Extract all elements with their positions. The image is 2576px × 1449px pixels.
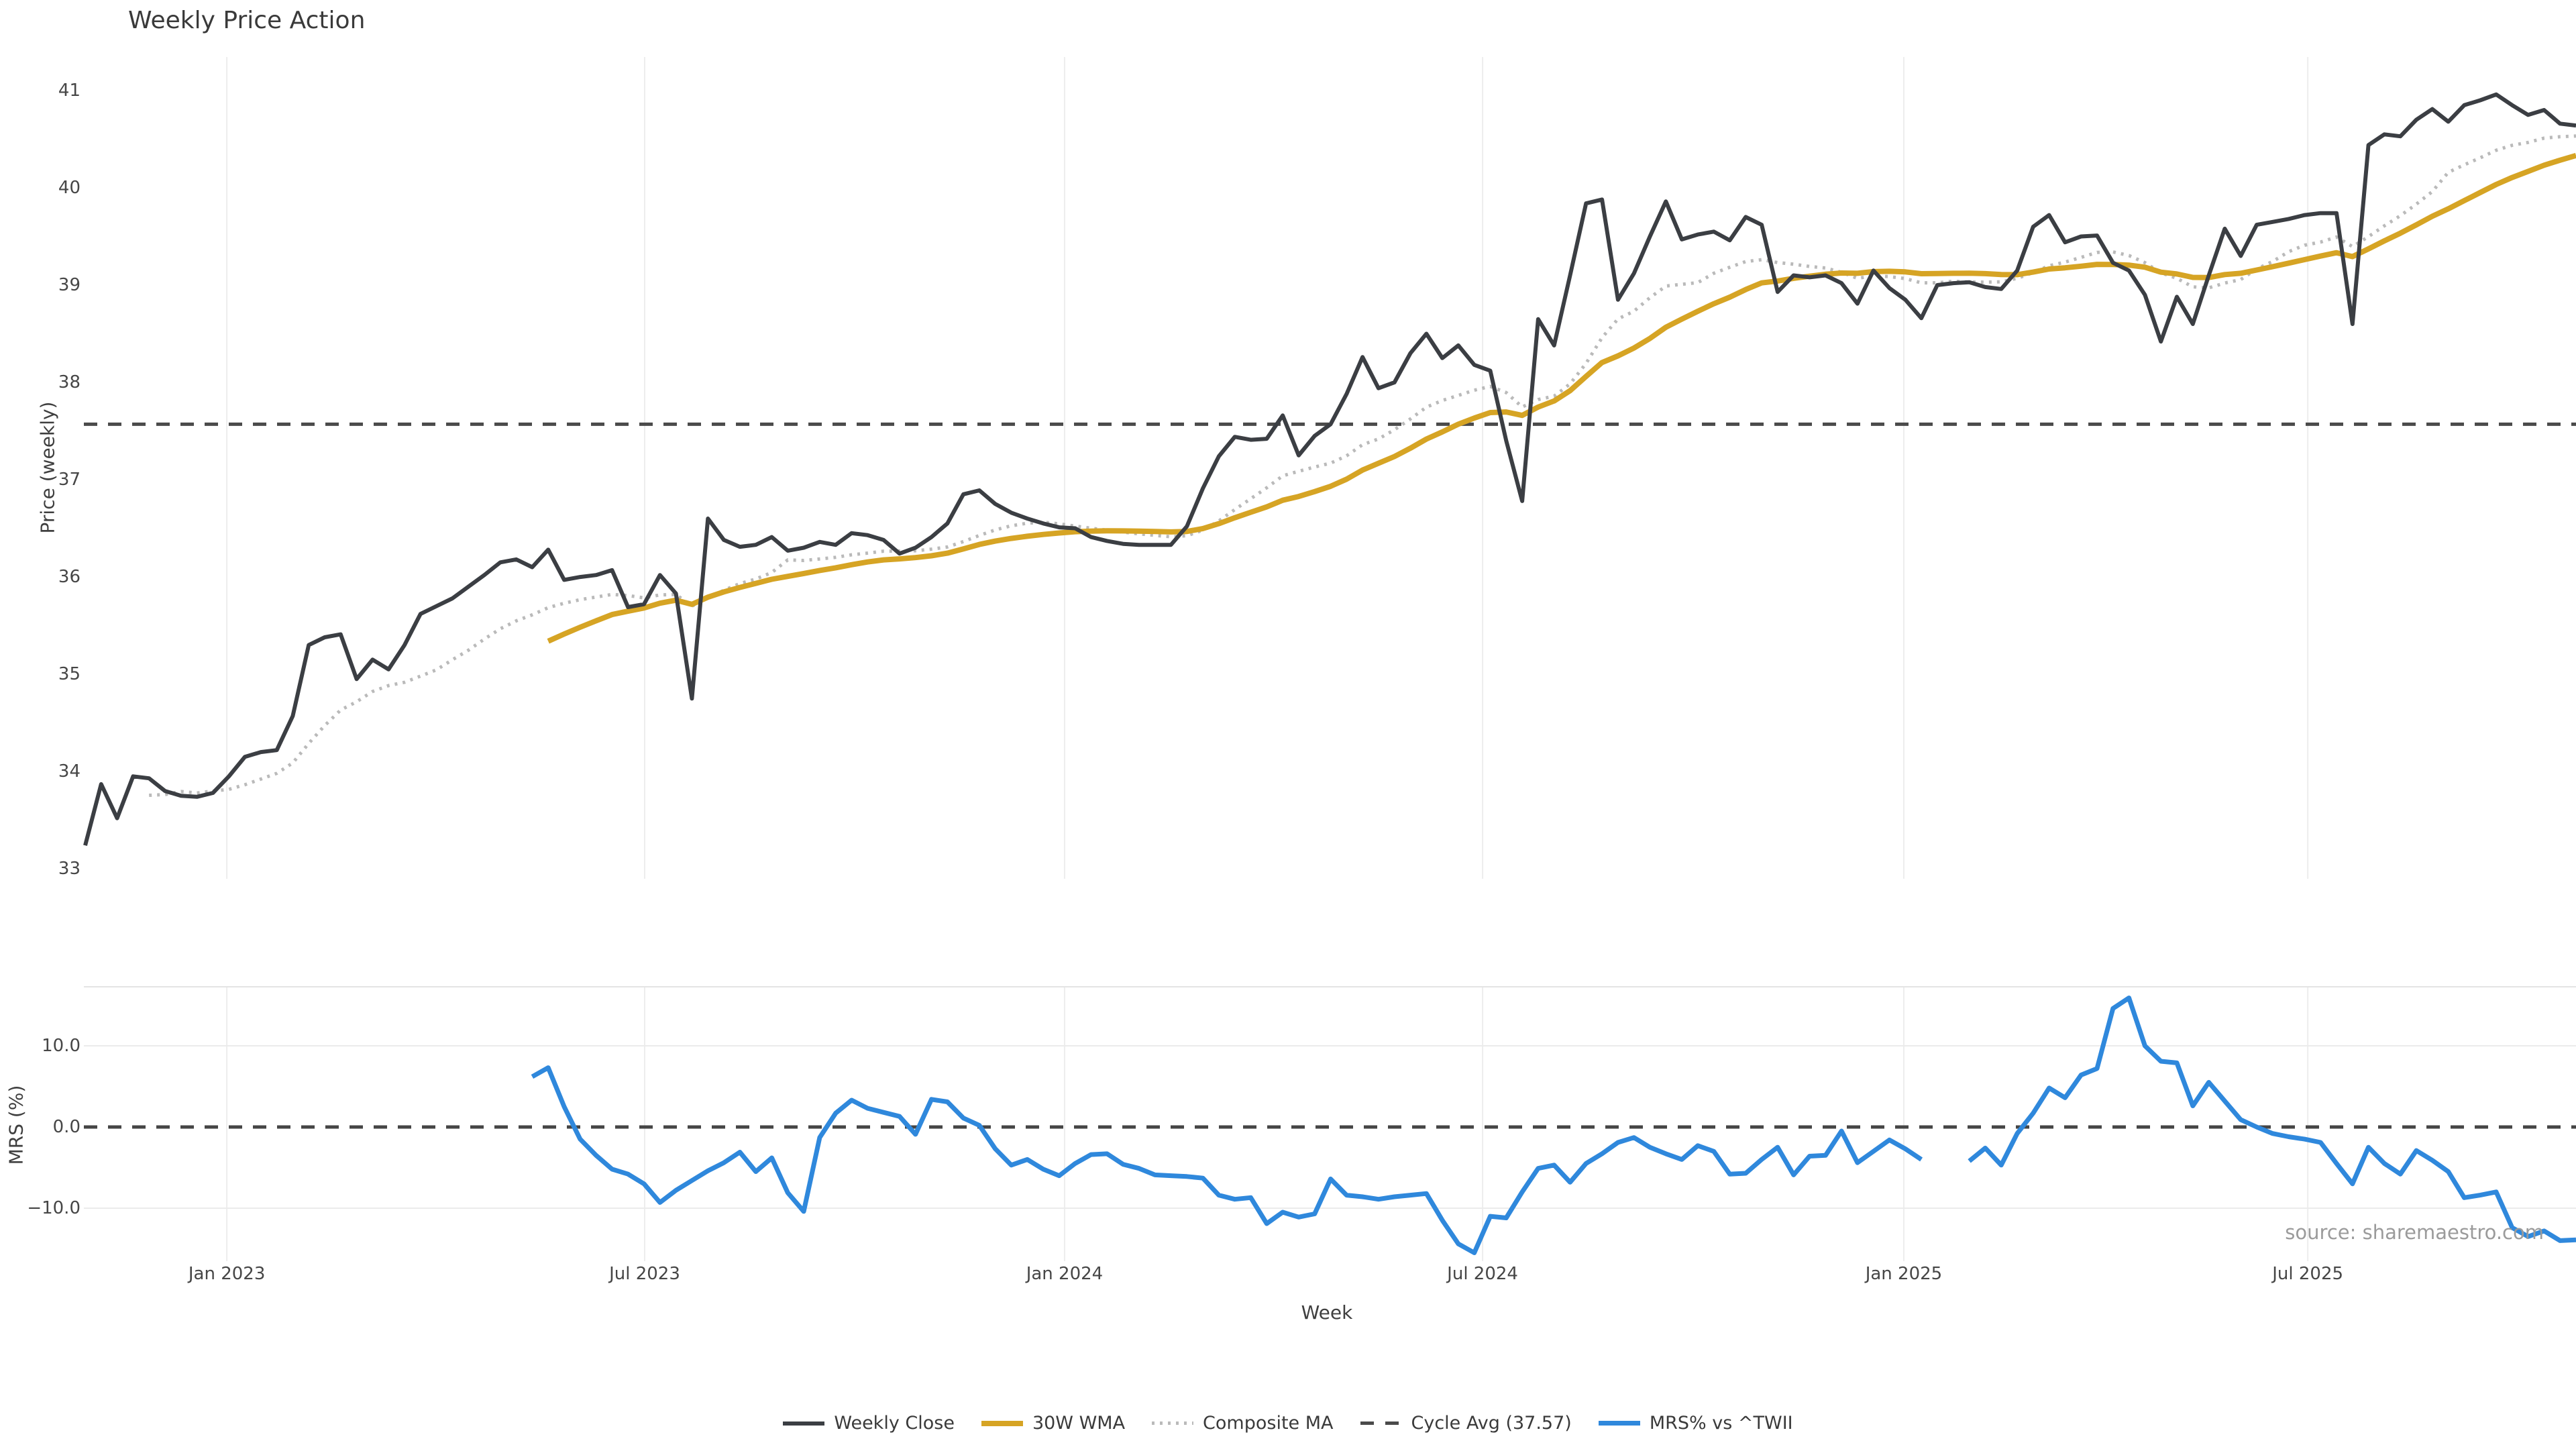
- legend-item-mrs: MRS% vs ^TWII: [1598, 1413, 1793, 1434]
- x-tick-label: Jan 2024: [1026, 1264, 1104, 1284]
- x-tick-label: Jul 2025: [2272, 1264, 2344, 1284]
- price-y-tick-label: 33: [58, 859, 80, 879]
- x-tick-label: Jan 2023: [188, 1264, 266, 1284]
- cycle-avg-line-sample: [1360, 1421, 1402, 1425]
- price-y-tick-label: 40: [58, 178, 80, 199]
- mrs-line: [531, 996, 2576, 1255]
- legend-label: MRS% vs ^TWII: [1649, 1413, 1793, 1434]
- price-y-tick-label: 41: [58, 80, 80, 101]
- price-y-tick-label: 39: [58, 275, 80, 296]
- legend-item-weekly-close: Weekly Close: [783, 1413, 955, 1434]
- legend: Weekly Close 30W WMA Composite MA Cycle …: [0, 1413, 2576, 1434]
- weekly-close-line: [83, 92, 2576, 847]
- source-note: source: sharemaestro.com: [2285, 1221, 2544, 1244]
- x-tick-label: Jul 2023: [609, 1264, 680, 1284]
- legend-item-30w-wma: 30W WMA: [981, 1413, 1125, 1434]
- x-tick-label: Jul 2024: [1447, 1264, 1518, 1284]
- wma30-line: [547, 152, 2576, 644]
- mrs-line-sample: [1598, 1421, 1640, 1426]
- x-tick-label: Jan 2025: [1865, 1264, 1943, 1284]
- legend-label: Weekly Close: [834, 1413, 955, 1434]
- wma-line-sample: [981, 1420, 1023, 1426]
- legend-label: Cycle Avg (37.57): [1411, 1413, 1572, 1434]
- mrs-y-tick-label: 0.0: [52, 1116, 80, 1137]
- mrs-y-tick-label: 10.0: [42, 1035, 80, 1056]
- legend-label: Composite MA: [1203, 1413, 1334, 1434]
- chart-title: Weekly Price Action: [128, 7, 366, 34]
- price-y-tick-label: 35: [58, 664, 80, 685]
- price-y-tick-label: 38: [58, 372, 80, 393]
- price-y-tick-label: 34: [58, 761, 80, 782]
- composite-ma-line-sample: [1152, 1421, 1194, 1425]
- x-axis-label: Week: [1301, 1301, 1353, 1324]
- legend-label: 30W WMA: [1032, 1413, 1126, 1434]
- weekly-close-line-sample: [783, 1421, 825, 1426]
- price-y-tick-label: 36: [58, 567, 80, 588]
- mrs-y-tick-label: −10.0: [27, 1197, 80, 1218]
- price-axis-label: Price (weekly): [36, 401, 59, 534]
- price-y-tick-label: 37: [58, 470, 80, 490]
- legend-item-composite-ma: Composite MA: [1152, 1413, 1334, 1434]
- legend-item-cycle-avg: Cycle Avg (37.57): [1360, 1413, 1572, 1434]
- composite-ma-line: [149, 134, 2576, 797]
